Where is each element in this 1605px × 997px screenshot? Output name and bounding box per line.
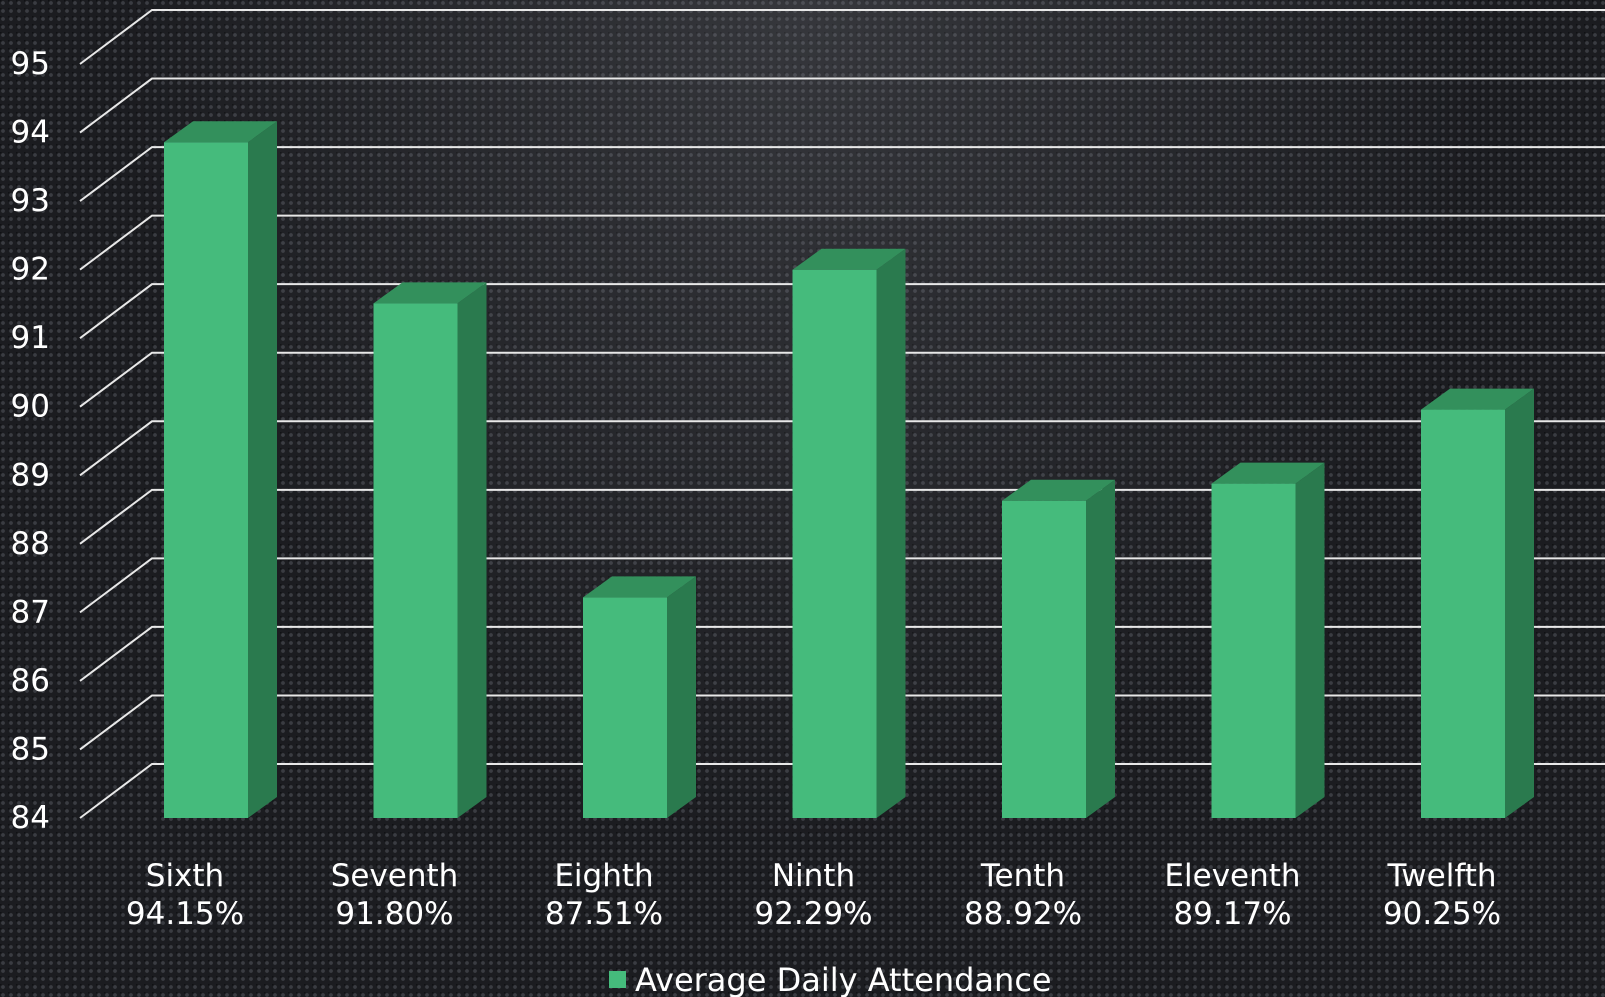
data-label: 88.92% xyxy=(964,896,1082,932)
bar-group xyxy=(1211,462,1325,818)
gridline xyxy=(79,351,1605,408)
bar-group xyxy=(792,248,906,818)
gridline xyxy=(79,420,1605,477)
x-category-label: Seventh xyxy=(331,858,459,894)
data-label: 87.51% xyxy=(545,896,663,932)
bar-side xyxy=(876,248,906,818)
bar-side xyxy=(457,282,487,818)
legend-label: Average Daily Attendance xyxy=(635,961,1052,997)
bar xyxy=(792,269,877,818)
y-tick-label: 92 xyxy=(11,252,50,288)
bar-top xyxy=(792,248,906,270)
bars xyxy=(164,121,1534,819)
y-tick-label: 87 xyxy=(11,594,50,630)
data-label: 90.25% xyxy=(1383,896,1501,932)
bar-side xyxy=(1295,462,1325,818)
y-tick-label: 91 xyxy=(11,320,50,356)
gridline xyxy=(79,488,1605,545)
bar xyxy=(583,597,667,818)
y-tick-label: 94 xyxy=(11,115,50,151)
data-label: 92.29% xyxy=(754,896,872,932)
y-tick-label: 90 xyxy=(11,389,50,425)
gridline xyxy=(79,77,1605,134)
bar-top xyxy=(164,121,277,143)
gridline xyxy=(79,763,1605,819)
gridline xyxy=(79,625,1605,682)
bar xyxy=(1421,409,1505,818)
y-tick-label: 93 xyxy=(11,183,50,219)
bar-group xyxy=(1002,479,1115,818)
gridlines xyxy=(79,9,1605,819)
bar-top xyxy=(1002,479,1115,501)
bar-group xyxy=(583,576,696,818)
x-category-label: Twelfth xyxy=(1386,858,1496,894)
x-category-label: Ninth xyxy=(772,858,855,894)
bar xyxy=(1211,483,1296,818)
bar-side xyxy=(667,576,696,818)
gridline xyxy=(79,694,1605,751)
gridline xyxy=(79,214,1605,271)
gridline xyxy=(79,146,1605,202)
gridline xyxy=(79,557,1605,614)
x-category-label: Tenth xyxy=(980,858,1065,894)
y-tick-label: 85 xyxy=(11,731,50,767)
y-axis-ticks: 84 85 86 87 88 89 90 91 92 93 94 95 xyxy=(11,46,50,836)
bar-group xyxy=(164,121,277,819)
bar-top xyxy=(1211,462,1325,484)
y-tick-label: 84 xyxy=(11,800,50,836)
gridline xyxy=(79,283,1605,339)
bar xyxy=(1002,500,1086,818)
gridline xyxy=(79,9,1605,65)
bar-group xyxy=(1421,388,1534,818)
y-tick-label: 88 xyxy=(11,526,50,562)
bar-top xyxy=(1421,388,1534,410)
legend: Average Daily Attendance xyxy=(609,961,1052,997)
legend-swatch xyxy=(609,971,626,988)
y-tick-label: 86 xyxy=(11,663,50,699)
x-category-label: Sixth xyxy=(146,858,224,894)
y-tick-label: 89 xyxy=(11,457,50,493)
data-label: 91.80% xyxy=(335,896,453,932)
bar-side xyxy=(248,121,277,819)
x-category-label: Eleventh xyxy=(1164,858,1300,894)
data-label: 94.15% xyxy=(126,896,244,932)
bar xyxy=(164,142,248,818)
y-tick-label: 95 xyxy=(11,46,50,82)
data-label: 89.17% xyxy=(1173,896,1291,932)
x-category-label: Eighth xyxy=(554,858,653,894)
bar-group xyxy=(373,282,487,818)
bar-side xyxy=(1086,479,1115,818)
bar-top xyxy=(583,576,696,598)
bar-side xyxy=(1505,388,1534,818)
bar xyxy=(373,303,458,818)
bar-top xyxy=(373,282,487,304)
